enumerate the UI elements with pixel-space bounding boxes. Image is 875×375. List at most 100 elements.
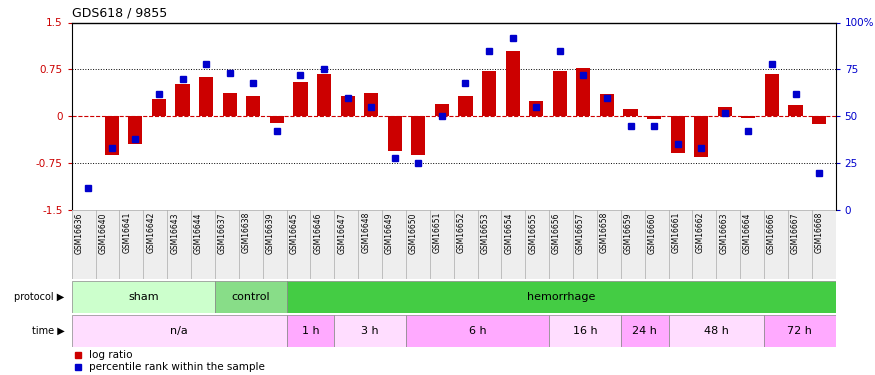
- Bar: [668, 315, 764, 347]
- Text: GDS618 / 9855: GDS618 / 9855: [72, 7, 167, 20]
- Text: GSM16667: GSM16667: [791, 212, 800, 254]
- Text: GSM16638: GSM16638: [242, 212, 251, 254]
- Text: 3 h: 3 h: [361, 326, 379, 336]
- Text: GSM16658: GSM16658: [600, 212, 609, 254]
- Bar: [72, 210, 95, 279]
- Bar: [764, 315, 836, 347]
- Text: 16 h: 16 h: [572, 326, 598, 336]
- Bar: [120, 210, 144, 279]
- Text: GSM16664: GSM16664: [743, 212, 752, 254]
- Bar: [812, 210, 836, 279]
- Text: 24 h: 24 h: [633, 326, 657, 336]
- Bar: [382, 210, 406, 279]
- Bar: [176, 84, 190, 116]
- Text: GSM16649: GSM16649: [385, 212, 394, 254]
- Text: GSM16661: GSM16661: [671, 212, 681, 254]
- Text: GSM16660: GSM16660: [648, 212, 656, 254]
- Bar: [717, 210, 740, 279]
- Bar: [623, 109, 638, 116]
- Bar: [215, 210, 239, 279]
- Bar: [358, 210, 382, 279]
- Text: GSM16645: GSM16645: [290, 212, 298, 254]
- Text: GSM16640: GSM16640: [99, 212, 108, 254]
- Text: 72 h: 72 h: [788, 326, 812, 336]
- Bar: [525, 210, 550, 279]
- Text: GSM16642: GSM16642: [146, 212, 155, 254]
- Bar: [129, 116, 143, 144]
- Text: GSM16662: GSM16662: [696, 212, 704, 254]
- Bar: [740, 210, 764, 279]
- Bar: [788, 105, 802, 116]
- Bar: [317, 74, 331, 116]
- Bar: [741, 116, 755, 117]
- Bar: [406, 315, 550, 347]
- Bar: [600, 94, 614, 116]
- Bar: [334, 210, 358, 279]
- Bar: [501, 210, 525, 279]
- Text: GSM16657: GSM16657: [576, 212, 585, 254]
- Bar: [167, 210, 191, 279]
- Text: GSM16643: GSM16643: [170, 212, 179, 254]
- Text: GSM16663: GSM16663: [719, 212, 728, 254]
- Bar: [577, 68, 591, 116]
- Text: GSM16647: GSM16647: [337, 212, 346, 254]
- Bar: [553, 71, 567, 116]
- Bar: [334, 315, 406, 347]
- Bar: [364, 93, 378, 116]
- Bar: [788, 210, 812, 279]
- Text: GSM16652: GSM16652: [457, 212, 466, 254]
- Bar: [765, 74, 779, 116]
- Text: GSM16639: GSM16639: [266, 212, 275, 254]
- Bar: [645, 210, 668, 279]
- Bar: [482, 71, 496, 116]
- Bar: [246, 96, 261, 116]
- Text: GSM16651: GSM16651: [433, 212, 442, 254]
- Bar: [72, 281, 215, 313]
- Text: GSM16654: GSM16654: [504, 212, 514, 254]
- Text: GSM16646: GSM16646: [313, 212, 322, 254]
- Bar: [506, 51, 520, 116]
- Bar: [406, 210, 430, 279]
- Bar: [215, 281, 287, 313]
- Text: GSM16644: GSM16644: [194, 212, 203, 254]
- Bar: [478, 210, 501, 279]
- Text: GSM16655: GSM16655: [528, 212, 537, 254]
- Text: protocol ▶: protocol ▶: [14, 292, 65, 302]
- Text: GSM16653: GSM16653: [480, 212, 489, 254]
- Text: 6 h: 6 h: [469, 326, 486, 336]
- Bar: [287, 210, 311, 279]
- Bar: [620, 210, 645, 279]
- Bar: [694, 116, 709, 157]
- Text: time ▶: time ▶: [31, 326, 65, 336]
- Text: log ratio: log ratio: [88, 350, 132, 360]
- Bar: [430, 210, 454, 279]
- Bar: [411, 116, 425, 155]
- Bar: [668, 210, 692, 279]
- Text: 1 h: 1 h: [302, 326, 319, 336]
- Bar: [692, 210, 717, 279]
- Bar: [152, 99, 166, 116]
- Bar: [550, 315, 620, 347]
- Bar: [620, 315, 668, 347]
- Bar: [144, 210, 167, 279]
- Bar: [647, 116, 662, 119]
- Bar: [764, 210, 788, 279]
- Bar: [340, 96, 354, 116]
- Bar: [105, 116, 119, 155]
- Bar: [287, 281, 836, 313]
- Text: percentile rank within the sample: percentile rank within the sample: [88, 362, 264, 372]
- Text: GSM16637: GSM16637: [218, 212, 227, 254]
- Bar: [670, 116, 685, 153]
- Bar: [311, 210, 334, 279]
- Bar: [95, 210, 120, 279]
- Text: GSM16650: GSM16650: [409, 212, 418, 254]
- Bar: [270, 116, 284, 123]
- Text: GSM16666: GSM16666: [767, 212, 776, 254]
- Text: hemorrhage: hemorrhage: [527, 292, 595, 302]
- Bar: [239, 210, 262, 279]
- Text: GSM16668: GSM16668: [815, 212, 823, 254]
- Bar: [597, 210, 620, 279]
- Text: n/a: n/a: [171, 326, 188, 336]
- Bar: [454, 210, 478, 279]
- Bar: [435, 104, 449, 116]
